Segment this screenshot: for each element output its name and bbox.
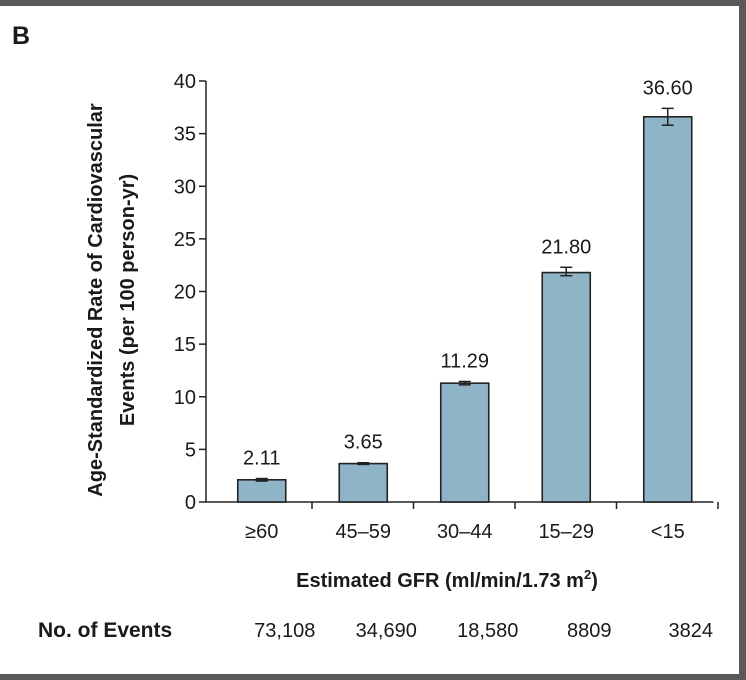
top-border <box>0 0 746 6</box>
value-label-0: 2.11 <box>243 448 280 470</box>
y-tick-label: 25 <box>174 229 196 251</box>
x-axis-title: Estimated GFR (ml/min/1.73 m2) <box>296 567 598 592</box>
value-label-4: 36.60 <box>643 77 693 99</box>
bar-1 <box>338 462 389 503</box>
x-axis-title-superscript: 2 <box>584 567 591 582</box>
y-tick-label: 5 <box>185 439 196 461</box>
bar-3 <box>541 271 592 503</box>
y-tick-label: 15 <box>174 334 196 356</box>
y-axis-title-line1: Age-Standardized Rate of Cardiovascular <box>85 103 107 497</box>
value-label-1: 3.65 <box>344 432 383 454</box>
value-label-3: 21.80 <box>541 236 591 258</box>
events-label: No. of Events <box>38 619 172 642</box>
y-tick-label: 20 <box>174 282 196 304</box>
panel-label: B <box>12 22 31 50</box>
events-value-4: 3824 <box>669 620 714 642</box>
value-labels: 2.11 3.65 11.29 21.80 36.60 <box>243 77 693 469</box>
events-value-3: 8809 <box>567 620 612 642</box>
x-tick-label-0: ≥60 <box>245 521 278 543</box>
y-tick-label: 0 <box>185 492 196 514</box>
x-tick-label-2: 30–44 <box>437 521 493 543</box>
bar-0 <box>236 478 287 503</box>
x-axis-title-main: Estimated GFR (ml/min/1.73 m <box>296 570 584 592</box>
bar-4 <box>642 115 693 503</box>
y-tick-label: 35 <box>174 124 196 146</box>
events-value-2: 18,580 <box>457 620 518 642</box>
y-tick-label: 30 <box>174 176 196 198</box>
x-tick-label-1: 45–59 <box>335 521 391 543</box>
bar-2 <box>439 382 490 503</box>
events-value-1: 34,690 <box>356 620 417 642</box>
events-row: 73,108 34,690 18,580 8809 3824 <box>254 620 713 642</box>
x-tick-label-4: <15 <box>651 521 685 543</box>
x-axis-title-end: ) <box>591 570 598 592</box>
y-axis: 0 5 10 15 20 25 30 35 40 <box>174 71 207 514</box>
bars <box>236 107 693 503</box>
y-axis-title-line2: Events (per 100 person-yr) <box>117 174 139 426</box>
x-axis: ≥60 45–59 30–44 15–29 <15 <box>206 501 719 543</box>
value-label-2: 11.29 <box>440 350 489 372</box>
right-border <box>739 0 746 680</box>
bottom-border <box>0 674 746 680</box>
y-tick-label: 10 <box>174 387 196 409</box>
events-value-0: 73,108 <box>254 620 315 642</box>
x-tick-label-3: 15–29 <box>538 521 594 543</box>
y-tick-label: 40 <box>174 71 196 93</box>
